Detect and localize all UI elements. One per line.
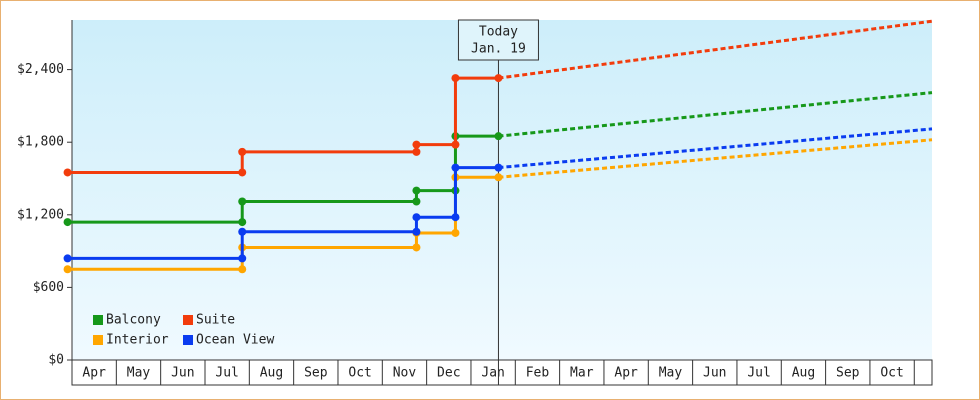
forecast-line: [498, 19, 933, 80]
series-line: [67, 166, 499, 260]
x-tick-label: Jan: [481, 366, 504, 381]
x-tick-label: Jul: [215, 366, 238, 381]
y-tick-label: $1,200: [17, 207, 64, 222]
forecast-line: [498, 91, 933, 138]
point: [451, 163, 460, 172]
point: [63, 168, 72, 177]
legend-swatch: [93, 335, 103, 345]
point: [412, 147, 421, 156]
point: [238, 147, 247, 156]
x-tick-label: Oct: [348, 366, 371, 381]
x-tick-label: Jul: [747, 366, 770, 381]
x-tick-label: May: [659, 366, 683, 381]
today-box: [457, 19, 539, 61]
point: [63, 218, 72, 227]
today-label: Jan. 19: [471, 42, 526, 57]
point: [412, 197, 421, 206]
legend-swatch: [93, 315, 103, 325]
point: [412, 227, 421, 236]
point: [494, 132, 503, 141]
legend-swatch: [183, 335, 193, 345]
legend-swatch: [183, 315, 193, 325]
legend-label: Suite: [196, 313, 235, 328]
x-tick-label: May: [127, 366, 151, 381]
point: [412, 213, 421, 222]
x-axis-band: [71, 359, 933, 386]
x-tick-label: Jun: [171, 366, 194, 381]
legend-label: Interior: [106, 333, 169, 348]
legend-label: Balcony: [106, 313, 161, 328]
point: [238, 227, 247, 236]
x-tick-label: Apr: [82, 366, 106, 381]
point: [494, 163, 503, 172]
y-tick-label: $1,800: [17, 135, 64, 150]
point: [238, 254, 247, 263]
forecast-line: [498, 127, 933, 170]
y-tick-label: $2,400: [17, 62, 64, 77]
x-tick-label: Aug: [792, 366, 815, 381]
x-tick-label: Aug: [260, 366, 283, 381]
point: [412, 243, 421, 252]
point: [451, 228, 460, 237]
point: [238, 218, 247, 227]
x-tick-label: Jun: [703, 366, 726, 381]
point: [494, 74, 503, 83]
point: [451, 213, 460, 222]
forecast-line: [498, 138, 933, 179]
point: [494, 173, 503, 182]
point: [238, 265, 247, 274]
x-tick-label: Oct: [880, 366, 903, 381]
point: [238, 168, 247, 177]
point: [451, 140, 460, 149]
y-tick-label: $600: [33, 280, 64, 295]
x-tick-label: Sep: [304, 366, 328, 381]
point: [451, 74, 460, 83]
x-tick-label: Feb: [526, 366, 550, 381]
point: [412, 140, 421, 149]
point: [412, 186, 421, 195]
x-tick-label: Nov: [393, 366, 417, 381]
x-tick-label: Mar: [570, 366, 594, 381]
point: [63, 254, 72, 263]
point: [238, 197, 247, 206]
x-tick-label: Dec: [437, 366, 460, 381]
x-tick-label: Apr: [614, 366, 638, 381]
plot-area: [72, 20, 932, 360]
point: [63, 265, 72, 274]
y-tick-label: $0: [48, 353, 64, 368]
legend-label: Ocean View: [196, 333, 274, 348]
x-tick-label: Sep: [836, 366, 860, 381]
today-label: Today: [479, 25, 518, 40]
